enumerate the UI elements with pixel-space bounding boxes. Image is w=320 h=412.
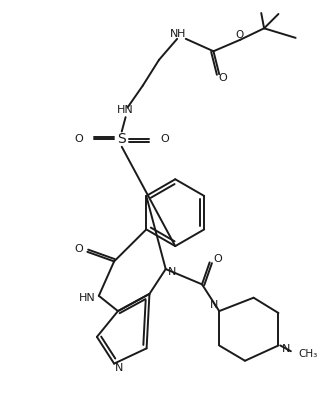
Text: N: N [168, 267, 177, 277]
Text: H: H [177, 29, 185, 39]
Text: N: N [115, 363, 123, 373]
Text: O: O [160, 134, 169, 144]
Text: O: O [219, 73, 228, 83]
Text: S: S [117, 132, 126, 146]
Text: N: N [170, 29, 179, 39]
Text: O: O [74, 134, 83, 144]
Text: N: N [210, 300, 219, 310]
Text: O: O [74, 244, 83, 254]
Text: O: O [235, 30, 244, 40]
Text: HN: HN [79, 293, 96, 303]
Text: CH₃: CH₃ [299, 349, 318, 359]
Text: HN: HN [117, 105, 134, 115]
Text: N: N [282, 344, 290, 354]
Text: O: O [213, 255, 222, 265]
